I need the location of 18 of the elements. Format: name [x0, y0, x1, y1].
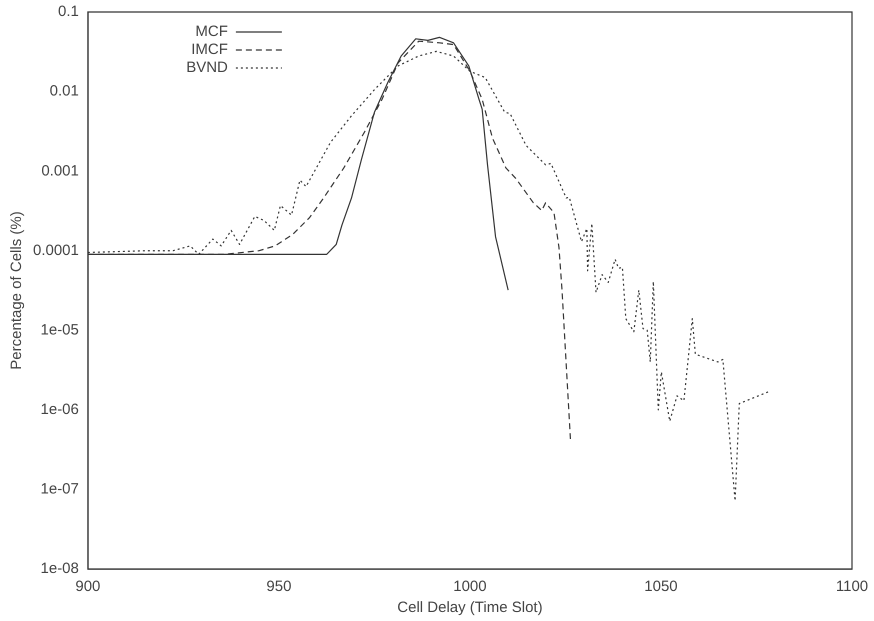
y-tick-label: 0.01 — [50, 82, 79, 100]
x-tick-label: 900 — [75, 578, 100, 596]
y-tick-label: 1e-05 — [40, 321, 79, 338]
x-tick-label: 1100 — [836, 578, 868, 596]
x-tick-label: 1000 — [453, 578, 487, 596]
legend-label: IMCF — [191, 41, 228, 58]
y-axis-title: Percentage of Cells (%) — [8, 211, 26, 370]
legend-label: MCF — [195, 23, 228, 40]
x-tick-label: 950 — [266, 578, 292, 596]
y-tick-label: 0.001 — [41, 162, 79, 180]
y-tick-label: 1e-07 — [40, 480, 79, 498]
legend-label: BVND — [186, 59, 228, 76]
y-tick-label: 0.0001 — [32, 242, 79, 259]
x-tick-label: 1050 — [644, 578, 678, 596]
y-tick-label: 1e-08 — [40, 560, 79, 578]
y-tick-label: 0.1 — [58, 3, 79, 20]
y-tick-label: 1e-06 — [40, 401, 79, 418]
x-axis-title: Cell Delay (Time Slot) — [397, 599, 543, 616]
